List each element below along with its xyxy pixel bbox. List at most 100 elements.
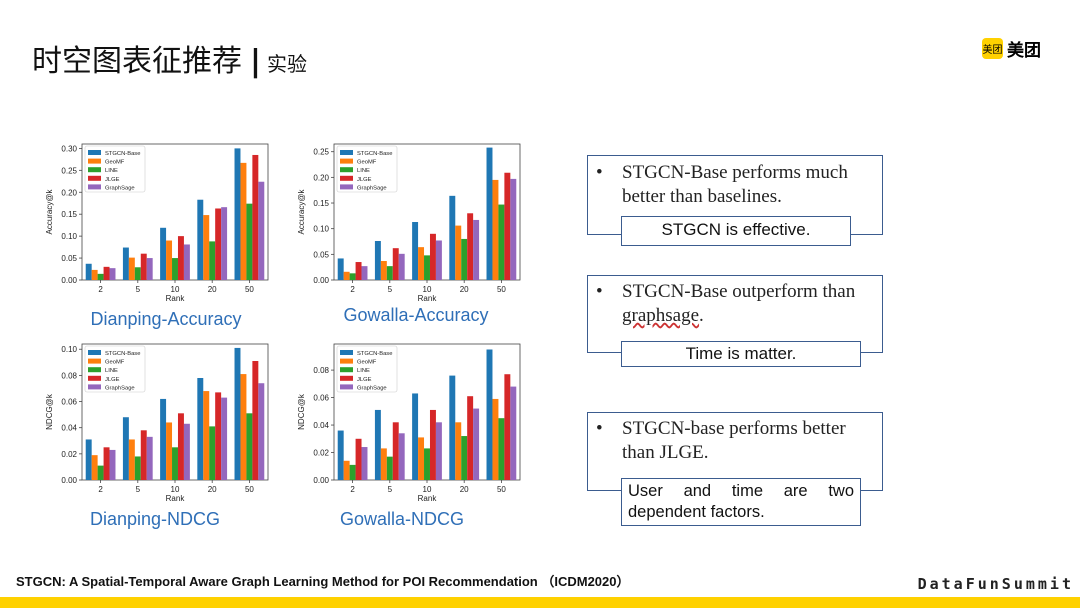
bar-stgcn-base (160, 227, 167, 280)
bar-graphsage (361, 447, 368, 480)
bar-line (134, 456, 141, 480)
bar-graphsage (398, 433, 405, 480)
bar-geomf (91, 269, 98, 280)
bar-line (349, 464, 356, 480)
y-tick-label: 0.10 (61, 345, 77, 354)
legend-label: LINE (357, 168, 370, 174)
x-axis-label: Rank (418, 294, 438, 303)
legend-label: JLGE (105, 177, 120, 183)
y-tick-label: 0.10 (61, 232, 77, 241)
bar-jlge (504, 374, 511, 480)
x-tick-label: 50 (497, 485, 506, 494)
bar-jlge (215, 208, 222, 280)
bar-geomf (492, 179, 499, 280)
bar-geomf (128, 257, 135, 280)
bar-stgcn-base (449, 195, 456, 280)
bar-stgcn-base (234, 148, 241, 280)
bar-stgcn-base (197, 199, 204, 280)
legend-label: STGCN-Base (357, 351, 392, 357)
bar-graphsage (473, 219, 480, 280)
bar-line (172, 258, 178, 280)
legend: STGCN-Base GeoMF LINE JLGE GraphSage (336, 345, 398, 393)
bar-graphsage (258, 383, 265, 480)
legend-label: JLGE (357, 177, 372, 183)
x-tick-label: 20 (460, 485, 469, 494)
legend-label: GeoMF (105, 360, 125, 366)
bar-jlge (355, 438, 362, 480)
bar-stgcn-base (374, 240, 381, 280)
bar-jlge (504, 172, 511, 280)
x-tick-label: 10 (423, 485, 432, 494)
title-separator: | (250, 44, 261, 79)
chart-caption: Gowalla-Accuracy (343, 305, 489, 325)
legend-swatch (340, 375, 353, 381)
bar-graphsage (473, 408, 480, 480)
note-text-a: STGCN-Base outperform than (622, 281, 856, 302)
y-tick-label: 0.05 (61, 254, 77, 263)
x-tick-label: 20 (208, 485, 217, 494)
bar-jlge (467, 396, 474, 480)
legend-label: GraphSage (357, 185, 387, 191)
x-tick-label: 10 (171, 485, 180, 494)
bar-jlge (429, 409, 436, 480)
bar-jlge (177, 236, 184, 280)
x-tick-label: 5 (388, 285, 393, 294)
bar-graphsage (146, 436, 153, 480)
bar-stgcn-base (234, 347, 241, 480)
x-tick-label: 2 (98, 485, 103, 494)
legend-swatch (88, 358, 101, 364)
bar-geomf (418, 247, 425, 280)
chart-dianping-ndcg: 0.00 0.02 0.04 0.06 0.08 0.10 2 5 10 20 50 Rank NDCG… (45, 343, 269, 503)
y-axis-label: Accuracy@k (45, 188, 54, 234)
chart-dianping-accuracy: 0.00 0.05 0.10 0.15 0.20 0.25 0.30 2 5 10 20 50 Rank… (45, 143, 269, 303)
bar-stgcn-base (160, 398, 167, 480)
bar-jlge (103, 266, 110, 280)
x-axis-label: Rank (166, 294, 186, 303)
bar-graphsage (258, 181, 265, 280)
y-tick-label: 0.25 (61, 166, 77, 175)
bar-graphsage (109, 268, 116, 280)
bar-graphsage (435, 422, 442, 480)
legend-swatch (340, 175, 353, 181)
bar-stgcn-base (486, 147, 493, 280)
bar-geomf (455, 422, 462, 480)
bar-stgcn-base (412, 222, 419, 280)
bar-geomf (166, 422, 173, 480)
legend-swatch (88, 375, 101, 381)
bar-line (209, 241, 216, 280)
y-tick-label: 0.05 (313, 250, 329, 259)
legend-swatch (340, 150, 353, 155)
bar-graphsage (183, 423, 190, 480)
bar-line (461, 238, 468, 280)
legend-label: STGCN-Base (105, 151, 140, 157)
x-tick-label: 5 (136, 285, 141, 294)
y-tick-label: 0.15 (61, 210, 77, 219)
legend-label: LINE (105, 368, 118, 374)
bar-graphsage (221, 397, 228, 480)
bar-graphsage (361, 266, 368, 280)
y-tick-label: 0.00 (313, 276, 329, 285)
bar-jlge (467, 213, 474, 280)
bar-line (424, 448, 430, 480)
y-tick-label: 0.15 (313, 199, 329, 208)
y-tick-label: 0.20 (313, 173, 329, 182)
y-tick-label: 0.06 (61, 398, 77, 407)
x-tick-label: 50 (245, 285, 254, 294)
legend-label: GraphSage (357, 385, 387, 391)
bar-stgcn-base (337, 258, 344, 280)
x-tick-label: 50 (497, 285, 506, 294)
y-tick-label: 0.02 (313, 449, 329, 458)
legend-swatch (340, 167, 353, 173)
legend-swatch (88, 158, 101, 164)
bar-geomf (240, 374, 247, 480)
bar-jlge (215, 392, 222, 480)
bar-geomf (203, 391, 210, 480)
legend-swatch (88, 350, 101, 355)
x-tick-label: 50 (245, 485, 254, 494)
y-tick-label: 0.02 (61, 450, 77, 459)
y-tick-label: 0.00 (61, 276, 77, 285)
bar-stgcn-base (197, 378, 204, 480)
bar-geomf (240, 162, 247, 280)
bar-stgcn-base (85, 263, 92, 280)
bar-stgcn-base (449, 375, 456, 480)
